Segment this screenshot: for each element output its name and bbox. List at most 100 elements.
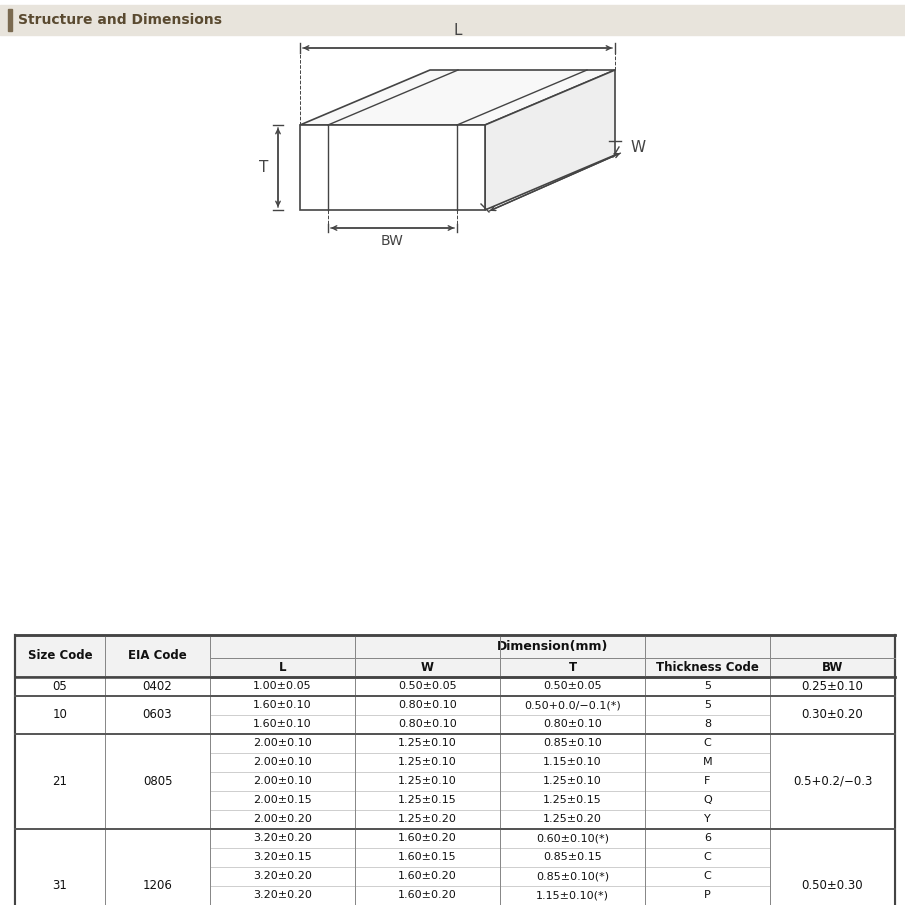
Text: 1.15±0.10(*): 1.15±0.10(*) [536,891,609,900]
Polygon shape [485,70,615,210]
Text: Size Code: Size Code [28,650,92,662]
Text: 05: 05 [53,681,67,691]
Text: 2.00±0.10: 2.00±0.10 [253,776,312,786]
Text: 0603: 0603 [143,709,172,721]
Text: 0.80±0.10: 0.80±0.10 [398,700,457,710]
Text: 1.25±0.15: 1.25±0.15 [543,795,602,805]
Text: 0.25±0.10: 0.25±0.10 [803,681,862,691]
Text: 1.25±0.10: 1.25±0.10 [543,776,602,786]
Text: 6: 6 [704,834,711,843]
Text: Q: Q [703,795,712,805]
Text: BW: BW [381,234,404,248]
Text: 1.25±0.20: 1.25±0.20 [543,814,602,824]
Bar [8,9,12,31]
Bar [16,829,104,905]
Text: 0.60±0.10(*): 0.60±0.10(*) [536,834,609,843]
Text: P: P [704,891,710,900]
Text: 1.00±0.05: 1.00±0.05 [253,681,312,691]
Bar [16,734,104,828]
Text: 10: 10 [52,709,68,721]
Text: T: T [568,661,576,674]
Text: T: T [259,160,268,175]
Text: 5: 5 [704,700,711,710]
Text: 8: 8 [704,719,711,729]
Text: 5: 5 [704,681,711,691]
Bar [771,696,894,733]
Polygon shape [300,70,615,125]
Text: EIA Code: EIA Code [129,650,186,662]
Text: Thickness Code: Thickness Code [656,661,759,674]
Text: 0805: 0805 [143,738,172,748]
Text: 0805: 0805 [143,775,172,787]
Text: 0.30±0.20: 0.30±0.20 [802,709,863,721]
Text: W: W [630,139,645,155]
Text: 0.5+0.2/−0.3: 0.5+0.2/−0.3 [795,776,871,786]
Text: 1.60±0.20: 1.60±0.20 [398,834,457,843]
Text: F: F [704,776,710,786]
Text: 0.30±0.20: 0.30±0.20 [803,700,862,710]
Text: 1.25±0.15: 1.25±0.15 [398,795,457,805]
Text: 0.50±0.05: 0.50±0.05 [543,681,602,691]
Text: 3.20±0.20: 3.20±0.20 [253,891,312,900]
Text: 1.60±0.20: 1.60±0.20 [398,872,457,881]
Text: 0.50±0.05: 0.50±0.05 [398,681,457,691]
Text: C: C [703,872,711,881]
Text: 0.50±0.30: 0.50±0.30 [802,880,863,892]
Bar [15,635,895,677]
Text: 31: 31 [53,834,67,843]
Bar [106,829,209,905]
Text: 0.80±0.10: 0.80±0.10 [543,719,602,729]
Text: 3.20±0.20: 3.20±0.20 [253,872,312,881]
Text: 3.20±0.20: 3.20±0.20 [253,834,312,843]
Bar [771,829,894,905]
Text: BW: BW [822,661,843,674]
Bar [106,677,209,695]
Text: 10: 10 [53,700,67,710]
Text: 0402: 0402 [143,681,172,691]
Text: 0.85±0.10(*): 0.85±0.10(*) [536,872,609,881]
Text: 2.00±0.10: 2.00±0.10 [253,757,312,767]
Text: 05: 05 [52,680,67,693]
Text: 2.00±0.15: 2.00±0.15 [253,795,312,805]
Text: 21: 21 [52,775,68,787]
Text: 0.25±0.10: 0.25±0.10 [802,680,863,693]
Bar [106,696,209,733]
Text: 21: 21 [52,738,67,748]
Text: 1206: 1206 [143,880,173,892]
Text: 1.15±0.10: 1.15±0.10 [543,757,602,767]
Bar [0,5,905,35]
Text: 1.60±0.10: 1.60±0.10 [253,700,312,710]
Bar [16,677,104,695]
Text: 2.00±0.10: 2.00±0.10 [253,738,312,748]
Bar [16,696,104,733]
Text: 0603: 0603 [144,700,172,710]
Text: W: W [421,661,434,674]
Text: 0.50±0.30: 0.50±0.30 [804,872,862,881]
Text: 1.25±0.10: 1.25±0.10 [398,776,457,786]
Bar [771,677,894,695]
Bar [106,734,209,828]
Text: 1.60±0.15: 1.60±0.15 [398,853,457,862]
Text: 1206: 1206 [143,834,172,843]
Text: 31: 31 [52,880,68,892]
Text: 0.85±0.15: 0.85±0.15 [543,853,602,862]
Text: 1.60±0.20: 1.60±0.20 [398,891,457,900]
Text: 1.60±0.10: 1.60±0.10 [253,719,312,729]
Text: 1.25±0.10: 1.25±0.10 [398,757,457,767]
Text: Dimension(mm): Dimension(mm) [497,640,608,653]
Text: 1.25±0.10: 1.25±0.10 [398,738,457,748]
Bar [771,734,894,828]
Text: L: L [453,23,462,38]
Text: 0.85±0.10: 0.85±0.10 [543,738,602,748]
Text: 2.00±0.20: 2.00±0.20 [253,814,312,824]
Text: 0.50+0.0/−0.1(*): 0.50+0.0/−0.1(*) [524,700,621,710]
Text: C: C [703,738,711,748]
Text: 3.20±0.15: 3.20±0.15 [253,853,312,862]
Polygon shape [300,125,485,210]
Text: 0.5+0.2/−0.3: 0.5+0.2/−0.3 [793,775,872,787]
Text: L: L [279,661,286,674]
Text: Structure and Dimensions: Structure and Dimensions [18,13,222,27]
Text: 0.80±0.10: 0.80±0.10 [398,719,457,729]
Text: C: C [703,853,711,862]
Text: M: M [702,757,712,767]
